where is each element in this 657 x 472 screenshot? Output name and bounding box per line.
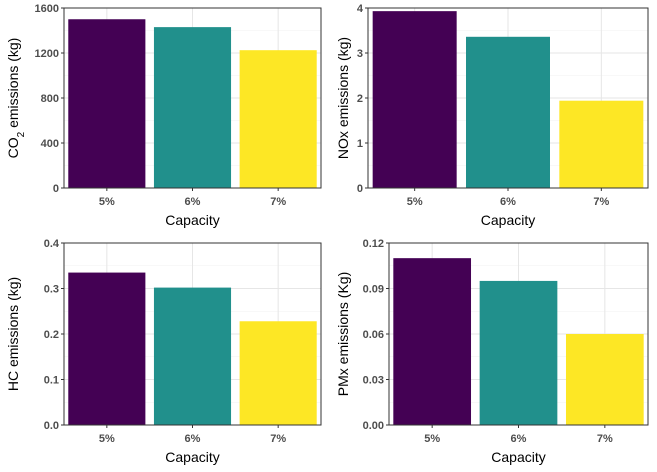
bar-7pct <box>559 100 644 188</box>
x-tick-label: 7% <box>593 196 609 208</box>
x-tick-label: 6% <box>185 433 201 445</box>
bar-7pct <box>239 321 317 425</box>
x-tick-label: 6% <box>185 196 201 208</box>
y-tick-label: 0.09 <box>363 284 384 296</box>
y-tick-label: 800 <box>41 93 59 105</box>
y-tick-label: 1600 <box>35 3 59 15</box>
y-tick-label: 0.4 <box>44 238 60 250</box>
bar-6pct <box>153 287 232 425</box>
bar-6pct <box>466 36 550 188</box>
y-tick-label: 4 <box>357 3 364 15</box>
y-tick-label: 0.12 <box>363 238 384 250</box>
x-tick-label: 7% <box>270 433 286 445</box>
y-tick-label: 0.00 <box>363 420 384 432</box>
x-tick-label: 5% <box>99 433 115 445</box>
y-tick-label: 1200 <box>35 48 59 60</box>
y-axis-title: PMx emissions (Kg) <box>335 272 351 396</box>
x-tick-label: 5% <box>407 196 423 208</box>
x-axis-title: Capacity <box>481 212 535 228</box>
chart-panel-1: 0 400 800 1200 1600 5% 6% 7% Capacity CO2 emissio… <box>5 3 322 228</box>
x-tick-label: 6% <box>511 433 527 445</box>
y-axis-title: CO2 emissions (kg) <box>5 38 27 159</box>
x-axis-title: Capacity <box>165 212 219 228</box>
bar-5pct <box>68 272 146 425</box>
x-tick-label: 6% <box>500 196 516 208</box>
y-axis-title: NOx emissions (kg) <box>335 37 351 159</box>
chart-panel-2: 0 1 2 3 4 5% 6% 7% Capacity NOx emissions (kg) <box>335 3 649 228</box>
y-tick-label: 0.2 <box>44 329 59 341</box>
y-tick-label: 0 <box>53 183 59 195</box>
x-tick-label: 5% <box>99 196 115 208</box>
chart-panel-4: 0.00 0.03 0.06 0.09 0.12 5% 6% 7% Capacity PMx em… <box>335 238 649 465</box>
y-tick-label: 0.03 <box>363 375 384 387</box>
y-tick-label: 1 <box>357 138 363 150</box>
y-axis-title: HC emissions (kg) <box>5 277 21 391</box>
chart-panel-3: 0.0 0.1 0.2 0.3 0.4 5% 6% 7% Capacity HC emission… <box>5 238 322 465</box>
y-tick-label: 2 <box>357 93 363 105</box>
bar-7pct <box>239 50 317 188</box>
x-tick-label: 7% <box>270 196 286 208</box>
y-tick-label: 400 <box>41 138 59 150</box>
y-tick-label: 0 <box>357 183 363 195</box>
x-tick-label: 7% <box>597 433 613 445</box>
y-tick-label: 0.0 <box>44 420 59 432</box>
bar-7pct <box>565 334 644 425</box>
y-tick-label: 3 <box>357 48 363 60</box>
x-tick-label: 5% <box>424 433 440 445</box>
y-tick-label: 0.3 <box>44 284 59 296</box>
bar-6pct <box>479 280 558 425</box>
bar-6pct <box>153 27 232 188</box>
y-tick-label: 0.1 <box>44 375 59 387</box>
bar-5pct <box>372 11 457 189</box>
x-axis-title: Capacity <box>165 449 219 465</box>
bar-5pct <box>68 19 146 188</box>
y-tick-label: 0.06 <box>363 329 384 341</box>
x-axis-title: Capacity <box>491 449 545 465</box>
bar-5pct <box>393 258 472 425</box>
